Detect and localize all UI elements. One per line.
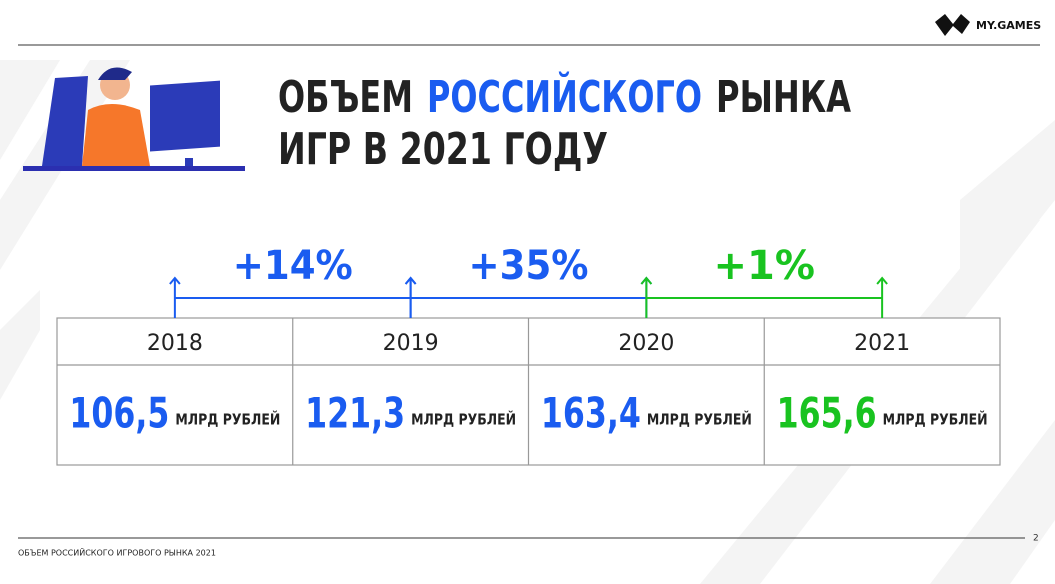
unit: МЛРД РУБЛЕЙ xyxy=(411,410,516,429)
unit: МЛРД РУБЛЕЙ xyxy=(175,410,280,429)
page-number: 2 xyxy=(1033,534,1039,544)
value: 121,3 xyxy=(305,389,405,438)
value: 106,5 xyxy=(69,389,169,438)
bracket-line xyxy=(645,279,884,318)
growth-bracket: +1% xyxy=(640,243,888,318)
value-cell: 106,5 МЛРД РУБЛЕЙ xyxy=(69,389,280,438)
growth-bracket: +35% xyxy=(404,243,653,318)
value-cell: 165,6 МЛРД РУБЛЕЙ xyxy=(777,389,988,438)
growth-bracket: +14% xyxy=(169,243,417,318)
unit: МЛРД РУБЛЕЙ xyxy=(883,410,988,429)
title-highlight: РОССИЙСКОГО xyxy=(427,70,702,123)
title-before: ОБЪЕМ xyxy=(278,72,413,123)
year: 2018 xyxy=(147,331,203,356)
year: 2020 xyxy=(618,331,674,356)
title-line2: ИГР В 2021 ГОДУ xyxy=(278,124,608,175)
value-cell: 121,3 МЛРД РУБЛЕЙ xyxy=(305,389,516,438)
growth-label: +14% xyxy=(233,243,353,289)
title-after: РЫНКА xyxy=(716,72,851,123)
value: 163,4 xyxy=(541,389,641,438)
title: ОБЪЕМ РОССИЙСКОГО РЫНКА ИГР В 2021 ГОДУ xyxy=(278,70,851,175)
year: 2021 xyxy=(854,331,910,356)
growth-label: +35% xyxy=(469,243,589,289)
arrow-head xyxy=(640,276,888,285)
table: 2018 106,5 МЛРД РУБЛЕЙ 2019 121,3 МЛРД РУБЛЕЙ… xyxy=(56,317,1001,466)
logo-text: MY.GAMES xyxy=(976,19,1041,32)
value-cell: 163,4 МЛРД РУБЛЕЙ xyxy=(541,389,752,438)
year: 2019 xyxy=(383,331,439,356)
footer-caption: ОБЪЕМ РОССИЙСКОГО ИГРОВОГО РЫНКА 2021 xyxy=(18,547,216,558)
value: 165,6 xyxy=(777,389,877,438)
unit: МЛРД РУБЛЕЙ xyxy=(647,410,752,429)
illustration xyxy=(23,67,245,171)
logo: MY.GAMES xyxy=(935,14,1041,36)
growth-label: +1% xyxy=(714,243,815,289)
